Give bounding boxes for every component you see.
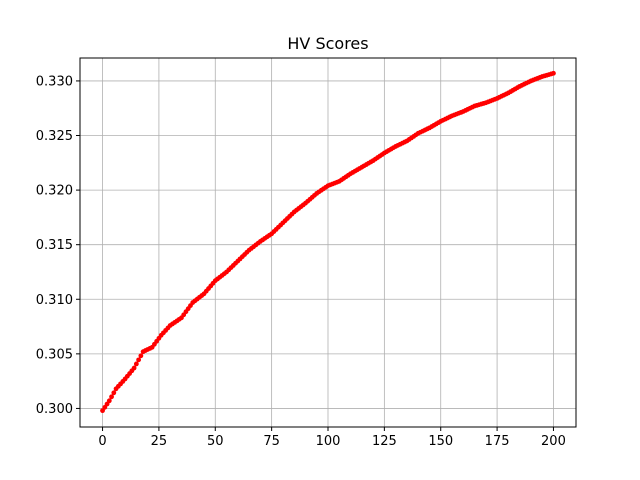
x-tick-label: 100: [316, 434, 341, 449]
data-point: [109, 394, 114, 400]
x-tick-label: 50: [207, 434, 224, 449]
chart-title: HV Scores: [287, 34, 368, 53]
data-point: [136, 357, 142, 363]
data-point: [111, 390, 117, 396]
x-tick-label: 200: [541, 434, 566, 449]
data-point: [106, 398, 112, 404]
x-tick-label: 150: [428, 434, 453, 449]
y-tick-label: 0.310: [36, 293, 73, 308]
x-tick-label: 75: [263, 434, 280, 449]
y-tick-label: 0.305: [36, 347, 73, 362]
y-tick-label: 0.315: [36, 238, 73, 253]
x-tick-label: 0: [98, 434, 106, 449]
x-tick-label: 175: [485, 434, 510, 449]
y-tick-label: 0.330: [36, 74, 73, 89]
grid: [80, 58, 576, 427]
y-tick-label: 0.320: [36, 184, 73, 199]
data-point: [131, 365, 137, 371]
axes: 0 25 50 75 100 125 150 175 200 0.300 0.305 0.310 0.3…: [36, 74, 566, 449]
data-point: [551, 70, 556, 76]
y-tick-label: 0.300: [36, 402, 73, 417]
x-tick-label: 125: [372, 434, 397, 449]
x-tick-label: 25: [151, 434, 168, 449]
series-hv-scores: [100, 70, 556, 414]
data-point: [133, 361, 139, 367]
y-tick-label: 0.325: [36, 129, 73, 144]
data-point: [138, 353, 144, 359]
plot-frame: [79, 57, 577, 428]
